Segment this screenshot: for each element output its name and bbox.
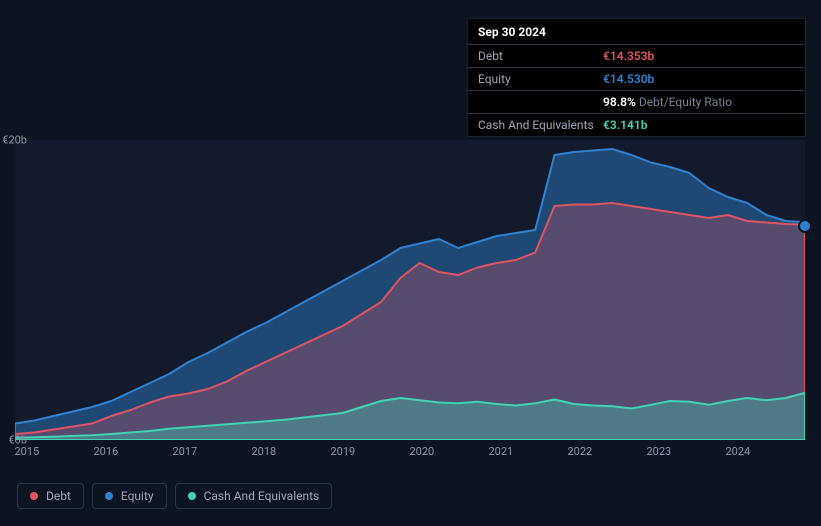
x-axis: 2015 2016 2017 2018 2019 2020 2021 2022 2023 2024 <box>15 445 805 465</box>
tooltip-row: Cash And Equivalents€3.141b <box>468 114 805 136</box>
x-tick-label: 2017 <box>172 445 197 458</box>
tooltip-row-label: Equity <box>478 72 603 86</box>
legend-item-label: Cash And Equivalents <box>204 489 320 503</box>
tooltip-row-value: €14.530b <box>603 72 654 86</box>
tooltip-row-value: €14.353b <box>603 49 654 63</box>
series-end-marker <box>798 219 812 233</box>
legend-dot-icon <box>105 492 113 500</box>
tooltip-row-value: 98.8% Debt/Equity Ratio <box>603 95 732 109</box>
legend-item-debt[interactable]: Debt <box>17 483 84 509</box>
y-tick-label: €20b <box>2 134 27 147</box>
tooltip-row-value: €3.141b <box>603 118 647 132</box>
x-tick-label: 2019 <box>330 445 355 458</box>
legend-item-label: Equity <box>121 489 154 503</box>
x-tick-label: 2022 <box>567 445 592 458</box>
tooltip-date: Sep 30 2024 <box>468 19 805 45</box>
legend-dot-icon <box>30 492 38 500</box>
x-tick-label: 2021 <box>488 445 513 458</box>
legend-item-cash-and-equivalents[interactable]: Cash And Equivalents <box>175 483 333 509</box>
tooltip-row-label <box>478 95 603 109</box>
legend-dot-icon <box>188 492 196 500</box>
x-tick-label: 2023 <box>646 445 671 458</box>
tooltip-row-label: Debt <box>478 49 603 63</box>
legend-item-equity[interactable]: Equity <box>92 483 167 509</box>
x-tick-label: 2015 <box>14 445 39 458</box>
x-tick-label: 2018 <box>251 445 276 458</box>
tooltip-row: Debt€14.353b <box>468 45 805 68</box>
x-tick-label: 2016 <box>93 445 118 458</box>
tooltip-row-label: Cash And Equivalents <box>478 118 603 132</box>
tooltip-row: 98.8% Debt/Equity Ratio <box>468 91 805 114</box>
chart-svg <box>15 140 805 440</box>
chart-legend: Debt Equity Cash And Equivalents <box>17 483 332 509</box>
x-tick-label: 2020 <box>409 445 434 458</box>
legend-item-label: Debt <box>46 489 71 503</box>
chart-plot-area: €20b €0b <box>15 140 805 440</box>
tooltip-row: Equity€14.530b <box>468 68 805 91</box>
chart-tooltip: Sep 30 2024 Debt€14.353bEquity€14.530b98… <box>467 18 806 137</box>
x-tick-label: 2024 <box>725 445 750 458</box>
